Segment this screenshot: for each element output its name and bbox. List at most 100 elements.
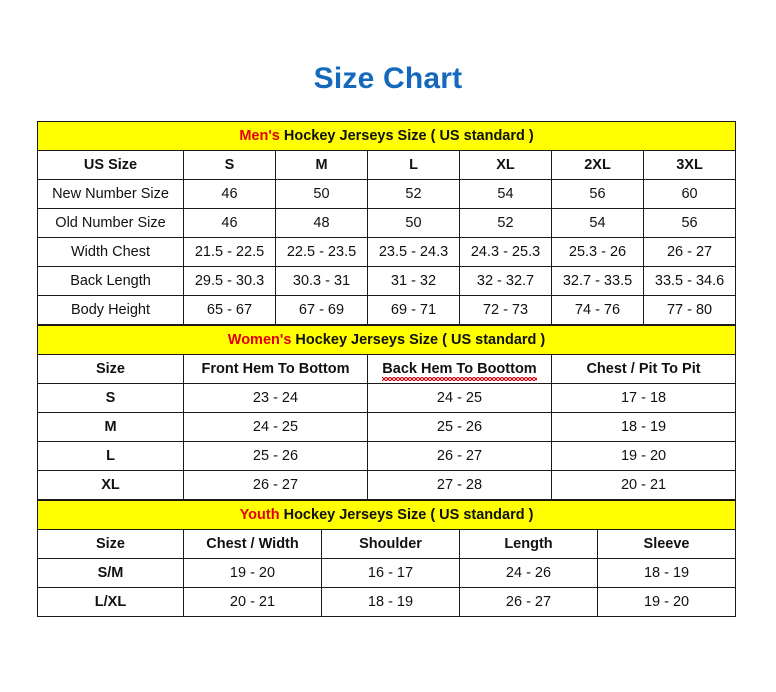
womens-row-label-m: M <box>37 412 184 442</box>
womens-col-size: Size <box>37 354 184 384</box>
mens-row-label-new-number-size: New Number Size <box>37 179 184 209</box>
womens-row-label-l: L <box>37 441 184 471</box>
womens-col-back-hem: Back Hem To Boottom <box>367 354 552 384</box>
mens-cell-body-height-2xl: 74 - 76 <box>551 295 644 325</box>
table-row: XL 26 - 27 27 - 28 20 - 21 <box>37 470 737 500</box>
mens-col-s: S <box>183 150 276 180</box>
womens-cell-m-back-hem: 25 - 26 <box>367 412 552 442</box>
womens-size-table: Women's Hockey Jerseys Size ( US standar… <box>36 325 737 500</box>
mens-cell-old-number-size-s: 46 <box>183 208 276 238</box>
mens-col-xl: XL <box>459 150 552 180</box>
mens-cell-back-length-xl: 32 - 32.7 <box>459 266 552 296</box>
mens-cell-old-number-size-m: 48 <box>275 208 368 238</box>
mens-cell-new-number-size-xl: 54 <box>459 179 552 209</box>
youth-header-row: Size Chest / Width Shoulder Length Sleev… <box>37 529 737 559</box>
mens-cell-back-length-3xl: 33.5 - 34.6 <box>642 266 737 296</box>
table-row: L 25 - 26 26 - 27 19 - 20 <box>37 441 737 471</box>
mens-header-row: US Size S M L XL 2XL 3XL <box>37 150 737 180</box>
mens-banner-accent: Men's <box>239 128 280 144</box>
youth-col-shoulder: Shoulder <box>321 529 460 559</box>
womens-cell-l-front-hem: 25 - 26 <box>183 441 368 471</box>
womens-cell-m-front-hem: 24 - 25 <box>183 412 368 442</box>
mens-cell-old-number-size-2xl: 54 <box>551 208 644 238</box>
womens-cell-xl-back-hem: 27 - 28 <box>367 470 552 500</box>
youth-banner-rest: Hockey Jerseys Size ( US standard ) <box>279 507 534 523</box>
mens-cell-body-height-3xl: 77 - 80 <box>642 295 737 325</box>
table-row: S 23 - 24 24 - 25 17 - 18 <box>37 383 737 413</box>
youth-col-length: Length <box>459 529 598 559</box>
mens-row-label-back-length: Back Length <box>37 266 184 296</box>
youth-col-chest-width: Chest / Width <box>183 529 322 559</box>
table-row: Old Number Size 46 48 50 52 54 56 <box>37 208 737 238</box>
youth-cell-sm-chest-width: 19 - 20 <box>183 558 322 588</box>
mens-cell-width-chest-3xl: 26 - 27 <box>642 237 737 267</box>
youth-row-label-sm: S/M <box>37 558 184 588</box>
youth-cell-sm-length: 24 - 26 <box>459 558 598 588</box>
womens-banner-rest: Hockey Jerseys Size ( US standard ) <box>291 332 546 348</box>
womens-header-row: Size Front Hem To Bottom Back Hem To Boo… <box>37 354 737 384</box>
mens-cell-width-chest-s: 21.5 - 22.5 <box>183 237 276 267</box>
womens-col-front-hem: Front Hem To Bottom <box>183 354 368 384</box>
mens-cell-back-length-2xl: 32.7 - 33.5 <box>551 266 644 296</box>
mens-cell-back-length-l: 31 - 32 <box>367 266 460 296</box>
womens-cell-xl-chest-pit: 20 - 21 <box>550 470 737 500</box>
misspelled-text: Back Hem To Boottom <box>382 361 538 381</box>
mens-cell-old-number-size-l: 50 <box>367 208 460 238</box>
youth-size-table: Youth Hockey Jerseys Size ( US standard … <box>36 500 737 617</box>
mens-row-label-body-height: Body Height <box>37 295 184 325</box>
mens-size-table: Men's Hockey Jerseys Size ( US standard … <box>36 121 737 325</box>
mens-cell-back-length-m: 30.3 - 31 <box>275 266 368 296</box>
youth-cell-lxl-shoulder: 18 - 19 <box>321 587 460 617</box>
womens-cell-l-chest-pit: 19 - 20 <box>550 441 737 471</box>
mens-cell-new-number-size-m: 50 <box>275 179 368 209</box>
womens-cell-s-chest-pit: 17 - 18 <box>550 383 737 413</box>
womens-cell-xl-front-hem: 26 - 27 <box>183 470 368 500</box>
womens-col-chest-pit: Chest / Pit To Pit <box>550 354 737 384</box>
page-title: Size Chart <box>313 62 463 95</box>
table-row: Body Height 65 - 67 67 - 69 69 - 71 72 -… <box>37 295 737 325</box>
mens-cell-body-height-l: 69 - 71 <box>367 295 460 325</box>
mens-cell-body-height-m: 67 - 69 <box>275 295 368 325</box>
youth-banner-row: Youth Hockey Jerseys Size ( US standard … <box>36 500 737 530</box>
size-chart-container: Men's Hockey Jerseys Size ( US standard … <box>36 121 737 617</box>
mens-section-banner: Men's Hockey Jerseys Size ( US standard … <box>36 121 737 151</box>
table-row: Width Chest 21.5 - 22.5 22.5 - 23.5 23.5… <box>37 237 737 267</box>
mens-banner-rest: Hockey Jerseys Size ( US standard ) <box>279 128 534 144</box>
youth-section-banner: Youth Hockey Jerseys Size ( US standard … <box>36 500 737 530</box>
mens-cell-body-height-xl: 72 - 73 <box>459 295 552 325</box>
table-row: Back Length 29.5 - 30.3 30.3 - 31 31 - 3… <box>37 266 737 296</box>
womens-row-label-xl: XL <box>37 470 184 500</box>
womens-banner-row: Women's Hockey Jerseys Size ( US standar… <box>36 325 737 355</box>
table-row: L/XL 20 - 21 18 - 19 26 - 27 19 - 20 <box>37 587 737 617</box>
womens-cell-s-back-hem: 24 - 25 <box>367 383 552 413</box>
mens-row-label-width-chest: Width Chest <box>37 237 184 267</box>
youth-cell-sm-shoulder: 16 - 17 <box>321 558 460 588</box>
mens-col-3xl: 3XL <box>642 150 737 180</box>
womens-cell-l-back-hem: 26 - 27 <box>367 441 552 471</box>
mens-cell-width-chest-l: 23.5 - 24.3 <box>367 237 460 267</box>
mens-cell-new-number-size-2xl: 56 <box>551 179 644 209</box>
mens-col-us-size: US Size <box>37 150 184 180</box>
mens-cell-new-number-size-3xl: 60 <box>642 179 737 209</box>
mens-col-l: L <box>367 150 460 180</box>
table-row: S/M 19 - 20 16 - 17 24 - 26 18 - 19 <box>37 558 737 588</box>
womens-banner-accent: Women's <box>227 332 292 348</box>
youth-banner-accent: Youth <box>239 507 280 523</box>
youth-cell-sm-sleeve: 18 - 19 <box>596 558 737 588</box>
mens-cell-back-length-s: 29.5 - 30.3 <box>183 266 276 296</box>
youth-col-size: Size <box>37 529 184 559</box>
table-row: M 24 - 25 25 - 26 18 - 19 <box>37 412 737 442</box>
mens-cell-width-chest-m: 22.5 - 23.5 <box>275 237 368 267</box>
youth-row-label-lxl: L/XL <box>37 587 184 617</box>
mens-cell-body-height-s: 65 - 67 <box>183 295 276 325</box>
mens-cell-width-chest-xl: 24.3 - 25.3 <box>459 237 552 267</box>
table-row: New Number Size 46 50 52 54 56 60 <box>37 179 737 209</box>
mens-cell-new-number-size-l: 52 <box>367 179 460 209</box>
mens-cell-old-number-size-xl: 52 <box>459 208 552 238</box>
youth-cell-lxl-length: 26 - 27 <box>459 587 598 617</box>
mens-cell-new-number-size-s: 46 <box>183 179 276 209</box>
mens-col-m: M <box>275 150 368 180</box>
youth-cell-lxl-sleeve: 19 - 20 <box>596 587 737 617</box>
youth-cell-lxl-chest-width: 20 - 21 <box>183 587 322 617</box>
